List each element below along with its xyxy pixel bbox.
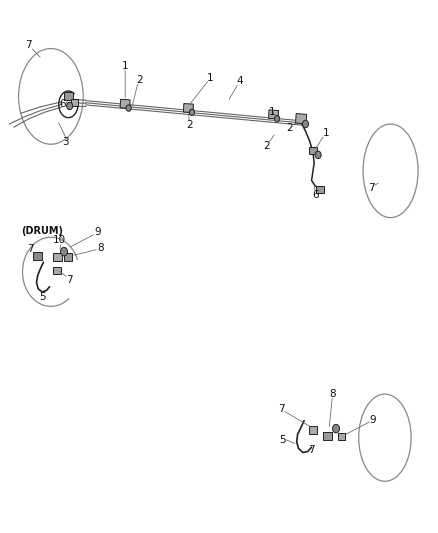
FancyBboxPatch shape [308,426,317,434]
Text: 2: 2 [263,141,270,151]
Circle shape [315,151,321,159]
FancyBboxPatch shape [309,147,317,155]
Text: 5: 5 [279,435,286,446]
FancyBboxPatch shape [184,103,194,112]
Text: 2: 2 [286,123,293,133]
FancyBboxPatch shape [296,114,307,124]
Circle shape [60,247,67,256]
Text: 7: 7 [278,404,284,414]
FancyBboxPatch shape [323,432,332,440]
Text: 9: 9 [370,415,376,425]
FancyBboxPatch shape [338,433,345,440]
Text: 10: 10 [53,236,66,246]
Circle shape [332,424,339,433]
Text: 3: 3 [63,136,69,147]
Text: 7: 7 [367,183,374,193]
Text: 1: 1 [122,61,128,70]
FancyBboxPatch shape [268,110,279,119]
FancyBboxPatch shape [120,99,130,108]
FancyBboxPatch shape [316,185,324,193]
Text: 8: 8 [329,389,336,399]
Text: 2: 2 [186,119,193,130]
Text: 6: 6 [60,99,66,109]
Text: 9: 9 [94,228,101,238]
Text: 7: 7 [25,40,32,50]
Text: 7: 7 [67,275,73,285]
Text: 4: 4 [237,77,243,86]
Text: 1: 1 [269,107,276,117]
Text: 6: 6 [313,190,319,200]
Text: (DRUM): (DRUM) [21,226,63,236]
FancyBboxPatch shape [64,92,73,100]
Text: 7: 7 [27,245,34,254]
Text: 7: 7 [308,445,315,455]
Text: 1: 1 [207,73,214,83]
FancyBboxPatch shape [71,99,78,106]
Circle shape [67,102,73,110]
Circle shape [189,109,194,116]
FancyBboxPatch shape [64,253,72,261]
Circle shape [126,105,131,111]
Text: 8: 8 [97,243,103,253]
FancyBboxPatch shape [33,252,42,260]
Circle shape [302,120,308,128]
Text: 2: 2 [136,75,143,85]
Text: 1: 1 [323,128,329,138]
Circle shape [275,116,280,122]
FancyBboxPatch shape [53,267,60,274]
Text: 5: 5 [39,292,46,302]
FancyBboxPatch shape [53,253,62,261]
